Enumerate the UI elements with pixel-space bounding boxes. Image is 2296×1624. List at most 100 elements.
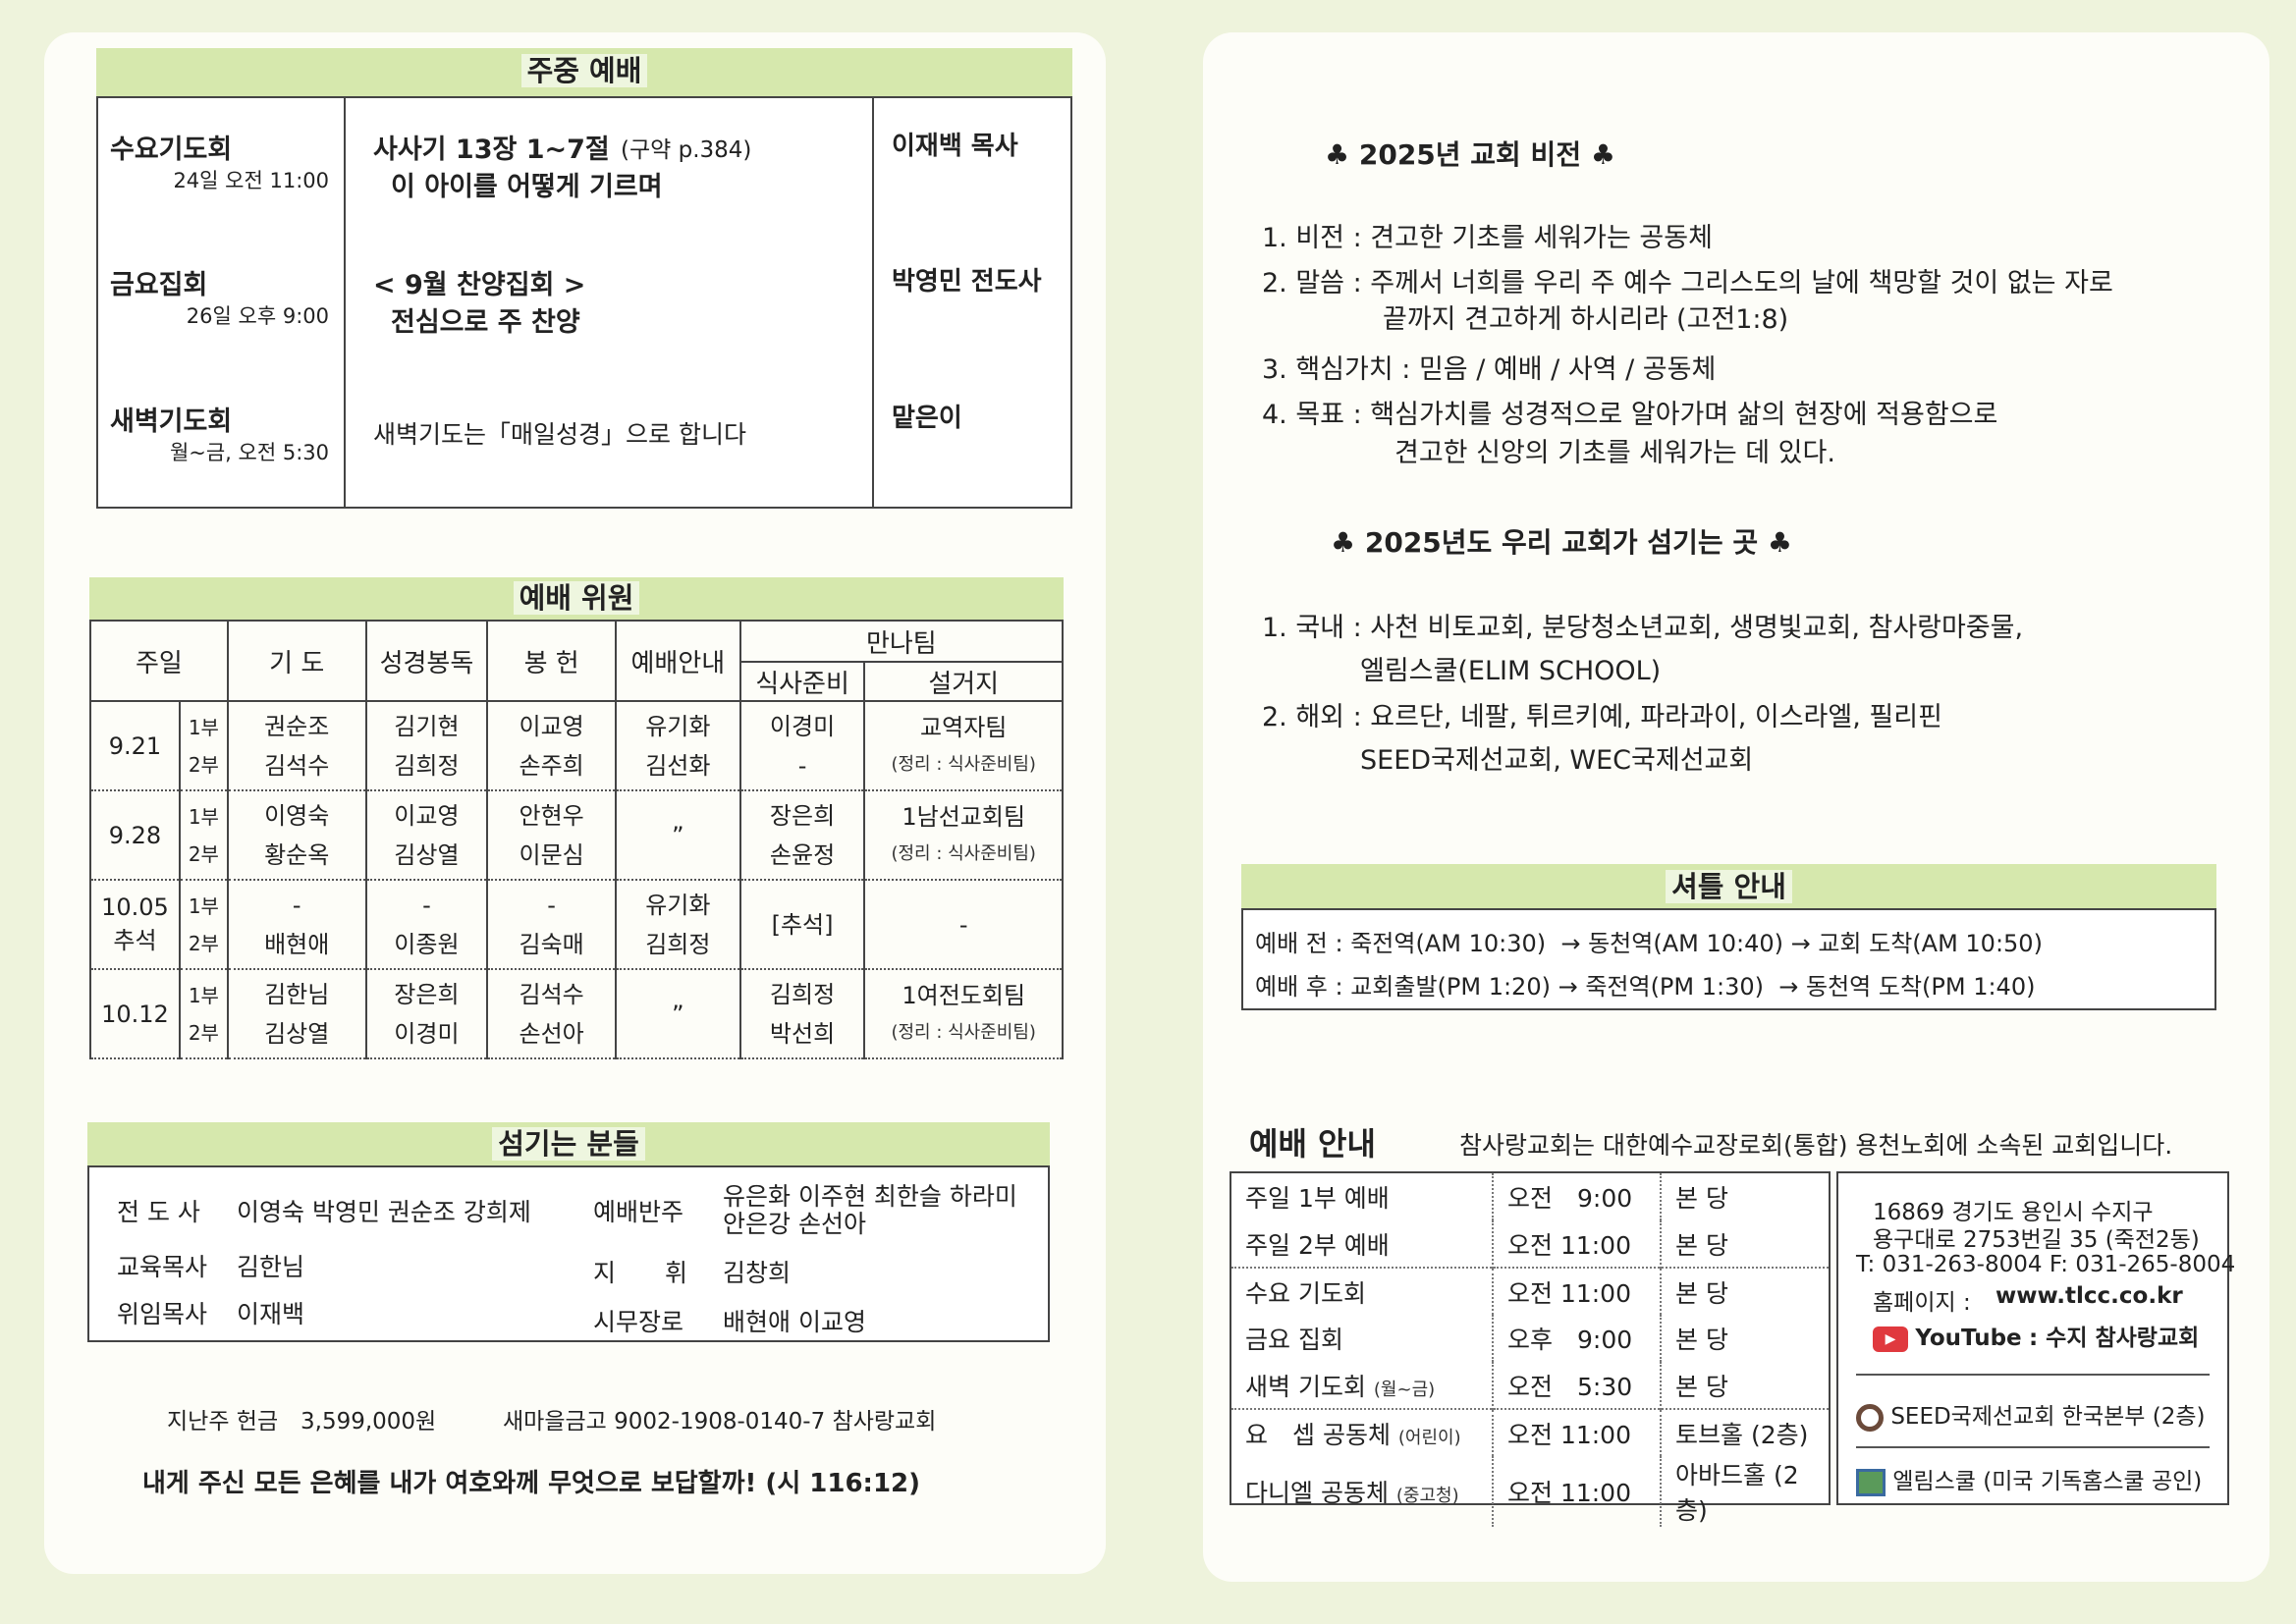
- names-accompanist-2: 안은강 손선아: [723, 1210, 866, 1238]
- sermon-line2: 전심으로 주 찬양: [391, 307, 580, 338]
- shuttle-box: 예배 전 : 죽전역(AM 10:30) → 동천역(AM 10:40) → 교…: [1241, 908, 2216, 1010]
- schedule-table: 주일 1부 예배 오전 9:00 본 당 주일 2부 예배 오전 11:00 본 당 수요 …: [1230, 1171, 1831, 1527]
- service-2: 2부: [188, 841, 219, 866]
- service-name: 금요집회: [110, 270, 208, 300]
- committee-row: 10.12 1부 2부 김한님 김상열 장은희 이경미 김석수 손선아” 김희정 박선희 1여전도회팀…: [89, 968, 1064, 1059]
- service-time: 26일 오후 9:00: [186, 304, 329, 328]
- dawn-note: 새벽기도는「매일성경」으로 합니다: [373, 420, 746, 449]
- service-name: 주일 2부 예배: [1245, 1230, 1390, 1260]
- usher-cell: ”: [614, 789, 741, 881]
- weekly-header: 주중 예배: [96, 48, 1072, 96]
- names-elders: 배현애 이교영: [723, 1308, 866, 1336]
- offering-name: 김석수: [519, 980, 584, 1008]
- youtube-channel: : 수지 참사랑교회: [2028, 1326, 2200, 1351]
- homepage-link[interactable]: www.tlcc.co.kr: [1995, 1283, 2183, 1309]
- col-dishes: 설거지: [863, 661, 1064, 702]
- sermon-line1: 사사기 13장 1~7절: [373, 135, 610, 165]
- reading-name: 김희정: [394, 751, 460, 780]
- offering-account: 새마을금고 9002-1908-0140-7 참사랑교회: [503, 1409, 937, 1435]
- col-meal: 식사준비: [738, 661, 866, 702]
- schedule-row: 금요 집회 오후 9:00 본 당: [1231, 1315, 1829, 1362]
- offering-cell: 안현우 이문심: [486, 789, 617, 881]
- schedule-place: 본 당: [1675, 1372, 1728, 1401]
- vision-item: 4. 목표 : 핵심가치를 성경적으로 알아가며 삶의 현장에 적용함으로: [1262, 400, 1998, 430]
- vision-title: ♣ 2025년 교회 비전 ♣: [1325, 138, 1615, 171]
- service-note: (월~금): [1373, 1379, 1436, 1400]
- date-cell: 9.21: [89, 700, 181, 791]
- service-2: 2부: [188, 752, 219, 777]
- shuttle-before: 예배 전 : 죽전역(AM 10:30) → 동천역(AM 10:40) → 교…: [1255, 930, 2043, 957]
- usher-name: ”: [672, 1000, 684, 1028]
- role-edu-pastor: 교육목사: [117, 1253, 208, 1281]
- role-elders: 시무장로: [593, 1308, 684, 1336]
- vision-item: 1. 비전 : 견고한 기초를 세워가는 공동체: [1262, 223, 1713, 253]
- names-conductor: 김창희: [723, 1259, 792, 1287]
- youtube-link[interactable]: ▶ YouTube : 수지 참사랑교회: [1873, 1319, 2199, 1352]
- prayer-name: 김한님: [264, 980, 330, 1008]
- service-note: (중고청): [1395, 1486, 1459, 1506]
- date-cell: 9.28: [89, 789, 181, 881]
- weekly-title: 주중 예배: [520, 54, 648, 87]
- usher-cell: 유기화 김선화: [614, 700, 741, 791]
- schedule-place: 본 당: [1675, 1230, 1728, 1260]
- leader: 박영민 전도사: [892, 267, 1042, 297]
- schedule-time: 오전 11:00: [1493, 1267, 1662, 1315]
- service-1: 1부: [188, 893, 219, 918]
- dishes-cell: 1여전도회팀 (정리 : 식사준비팀): [863, 968, 1064, 1059]
- servants-header: 섬기는 분들: [87, 1122, 1050, 1166]
- mission-item: 2. 해외 : 요르단, 네팔, 튀르키예, 파라과이, 이스라엘, 필리핀: [1262, 702, 1942, 732]
- offering-name: -: [547, 891, 556, 919]
- usher-cell: ”: [614, 968, 741, 1059]
- elim-logo-icon: [1856, 1468, 1886, 1496]
- service-cell: 1부 2부: [179, 879, 229, 970]
- reading-cell: 김기현 김희정: [364, 700, 489, 791]
- affiliation: 참사랑교회는 대한예수교장로회(통합) 용천노회에 소속된 교회입니다.: [1459, 1131, 2173, 1160]
- meal-name: [추석]: [771, 910, 834, 939]
- prayer-name: 김상열: [264, 1019, 330, 1048]
- role-evangelist: 전 도 사: [117, 1198, 200, 1226]
- schedule-row: 수요 기도회 오전 11:00 본 당: [1231, 1267, 1829, 1315]
- address-line1: 16869 경기도 용인시 수지구: [1873, 1200, 2154, 1225]
- reading-name: 이경미: [394, 1019, 460, 1048]
- reading-cell: 이교영 김상열: [364, 789, 489, 881]
- offering-name: 손선아: [519, 1019, 584, 1048]
- youtube-icon: ▶: [1873, 1326, 1908, 1352]
- usher-name: 김희정: [645, 930, 711, 958]
- seed-info: SEED국제선교회 한국본부 (2층): [1856, 1397, 2206, 1432]
- service-name: 요 셉 공동체: [1245, 1420, 1391, 1449]
- service-1: 1부: [188, 715, 219, 739]
- vision-item-cont: 견고한 신앙의 기초를 세워가는 데 있다.: [1394, 438, 1835, 468]
- committee-table: 주일 기 도 성경봉독 봉 헌 예배안내 만나팀 식사준비 설거지 9.21 1부 2부 권순조 김…: [89, 620, 1065, 1059]
- service-1: 1부: [188, 983, 219, 1007]
- reading-name: -: [422, 891, 431, 919]
- youtube-label: YouTube: [1915, 1326, 2022, 1351]
- weekly-table: 수요기도회 24일 오전 11:00 사사기 13장 1~7절 (구약 p.384) 이…: [96, 96, 1072, 509]
- col-manna: 만나팀: [738, 620, 1065, 663]
- prayer-name: 권순조: [264, 712, 330, 740]
- committee-row: 10.05 추석 1부 2부 - 배현애 - 이종원 - 김숙매 유기화 김희정 [추석] -: [89, 879, 1064, 970]
- role-accompanist: 예배반주: [593, 1198, 684, 1226]
- usher-cell: 유기화 김희정: [614, 879, 741, 970]
- service-2: 2부: [188, 931, 219, 955]
- reading-name: 장은희: [394, 980, 460, 1008]
- vision-item: 2. 말씀 : 주께서 너희를 우리 주 예수 그리스도의 날에 책망할 것이 …: [1262, 268, 2113, 298]
- dishes-cell: -: [863, 879, 1064, 970]
- offering-amount: 3,599,000원: [301, 1409, 437, 1435]
- meal-cell: [추석]: [738, 879, 866, 970]
- usher-name: 유기화: [645, 712, 711, 740]
- service-note: (어린이): [1397, 1427, 1461, 1448]
- names-accompanist: 유은화 이주현 최한슬 하라미: [723, 1182, 1017, 1211]
- dishes-cell: 1남선교회팀 (정리 : 식사준비팀): [863, 789, 1064, 881]
- prayer-name: 배현애: [264, 930, 330, 958]
- service-name: 금요 집회: [1245, 1326, 1343, 1354]
- phone: T: 031-263-8004 F: 031-265-8004: [1856, 1252, 2236, 1277]
- schedule-name: 주일 1부 예배: [1231, 1173, 1494, 1220]
- vision-item: 3. 핵심가치 : 믿음 / 예배 / 사역 / 공동체: [1262, 354, 1717, 385]
- meal-cell: 김희정 박선희: [738, 968, 866, 1059]
- col-day: 주일: [89, 620, 229, 702]
- service-name: 주일 1부 예배: [1245, 1184, 1390, 1213]
- prayer-name: 김석수: [264, 751, 330, 780]
- schedule-name: 다니엘 공동체 (중고청): [1231, 1456, 1494, 1527]
- service-2: 2부: [188, 1020, 219, 1045]
